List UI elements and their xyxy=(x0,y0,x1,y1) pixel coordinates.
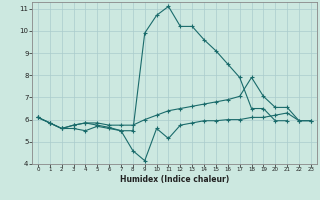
X-axis label: Humidex (Indice chaleur): Humidex (Indice chaleur) xyxy=(120,175,229,184)
